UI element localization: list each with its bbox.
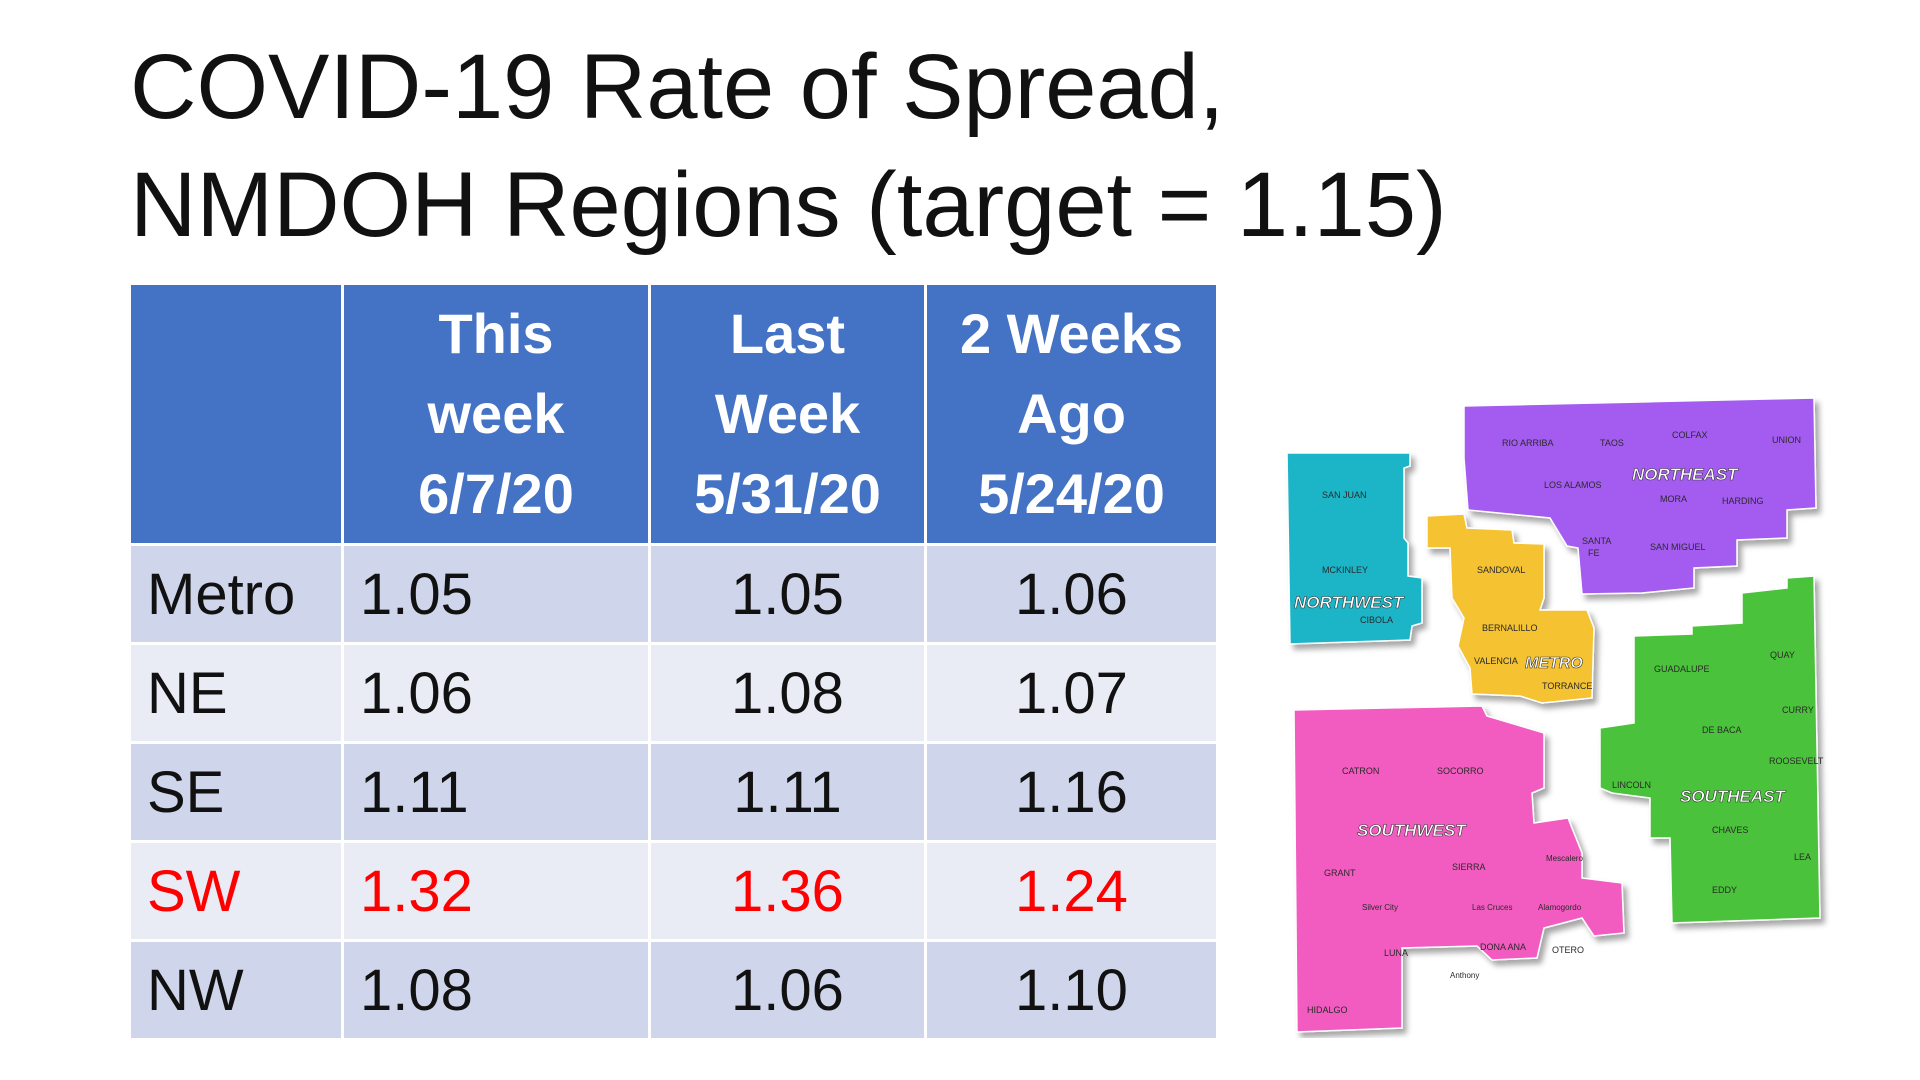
county-label: SAN MIGUEL: [1650, 542, 1706, 552]
this-week-cell: 1.32: [341, 840, 651, 942]
region-label-metro: METRO: [1525, 655, 1583, 672]
county-label: VALENCIA: [1474, 656, 1518, 666]
region-cell: Metro: [128, 543, 344, 645]
county-label: LINCOLN: [1612, 780, 1651, 790]
county-label: UNION: [1772, 435, 1801, 445]
two-weeks-ago-cell: 1.06: [924, 543, 1219, 645]
last-week-cell: 1.06: [648, 939, 927, 1041]
region-northwest-shape: [1286, 452, 1423, 645]
county-label: Mescalero: [1546, 854, 1583, 863]
county-label: DONA ANA: [1480, 942, 1526, 952]
title-line-2: NMDOH Regions (target = 1.15): [130, 154, 1447, 256]
county-label: Alamogordo: [1538, 903, 1582, 912]
table-row: Metro 1.05 1.05 1.06: [128, 543, 1219, 645]
county-label: SAN JUAN: [1322, 490, 1367, 500]
region-label-northwest: NORTHWEST: [1294, 593, 1405, 612]
county-label: ROOSEVELT: [1769, 756, 1824, 766]
county-label: CATRON: [1342, 766, 1379, 776]
this-week-cell: 1.08: [341, 939, 651, 1041]
this-week-cell: 1.11: [341, 741, 651, 843]
table-row: NW 1.08 1.06 1.10: [128, 939, 1219, 1041]
county-label: FE: [1588, 548, 1600, 558]
county-label: LEA: [1794, 852, 1811, 862]
region-cell: SW: [128, 840, 344, 942]
county-label: HARDING: [1722, 496, 1764, 506]
county-label: HIDALGO: [1307, 1005, 1348, 1015]
slide-title: COVID-19 Rate of Spread, NMDOH Regions (…: [130, 28, 1630, 264]
region-label-northeast: NORTHEAST: [1632, 465, 1739, 484]
county-label: CIBOLA: [1360, 615, 1393, 625]
last-week-cell: 1.36: [648, 840, 927, 942]
table-row: SE 1.11 1.11 1.16: [128, 741, 1219, 843]
region-cell: NW: [128, 939, 344, 1041]
two-weeks-ago-cell: 1.10: [924, 939, 1219, 1041]
county-label: CHAVES: [1712, 825, 1748, 835]
header-two-weeks-ago: 2 Weeks Ago 5/24/20: [924, 282, 1219, 546]
region-label-southeast: SOUTHEAST: [1680, 787, 1786, 806]
two-weeks-ago-cell: 1.24: [924, 840, 1219, 942]
county-label: EDDY: [1712, 885, 1737, 895]
county-label: Silver City: [1362, 903, 1398, 912]
region-cell: NE: [128, 642, 344, 744]
region-southeast-shape: [1599, 575, 1821, 924]
map-svg: SAN JUAN MCKINLEY CIBOLA NORTHWEST RIO A…: [1286, 397, 1824, 1033]
county-label: LUNA: [1384, 948, 1408, 958]
two-weeks-ago-cell: 1.07: [924, 642, 1219, 744]
county-label: Las Cruces: [1472, 903, 1512, 912]
header-blank: [128, 282, 344, 546]
county-label: MCKINLEY: [1322, 565, 1368, 575]
region-metro-shape: [1426, 513, 1595, 704]
county-label: OTERO: [1552, 945, 1584, 955]
table-header-row: This week 6/7/20 Last Week 5/31/20 2 Wee…: [128, 282, 1219, 546]
rate-of-spread-table: This week 6/7/20 Last Week 5/31/20 2 Wee…: [128, 282, 1219, 1041]
county-label: BERNALILLO: [1482, 623, 1538, 633]
county-label: SOCORRO: [1437, 766, 1484, 776]
county-label: LOS ALAMOS: [1544, 480, 1602, 490]
header-this-week: This week 6/7/20: [341, 282, 651, 546]
nm-regions-map: SAN JUAN MCKINLEY CIBOLA NORTHWEST RIO A…: [1282, 397, 1842, 1038]
this-week-cell: 1.05: [341, 543, 651, 645]
county-label: SANTA: [1582, 536, 1611, 546]
region-southwest-shape: [1293, 705, 1625, 1033]
county-label: TORRANCE: [1542, 681, 1592, 691]
header-last-week: Last Week 5/31/20: [648, 282, 927, 546]
county-label: CURRY: [1782, 705, 1814, 715]
county-label: QUAY: [1770, 650, 1795, 660]
two-weeks-ago-cell: 1.16: [924, 741, 1219, 843]
county-label: GUADALUPE: [1654, 664, 1710, 674]
county-label: DE BACA: [1702, 725, 1742, 735]
region-label-southwest: SOUTHWEST: [1357, 821, 1467, 840]
this-week-cell: 1.06: [341, 642, 651, 744]
county-label: MORA: [1660, 494, 1687, 504]
title-line-1: COVID-19 Rate of Spread,: [130, 36, 1225, 138]
last-week-cell: 1.08: [648, 642, 927, 744]
county-label: COLFAX: [1672, 430, 1708, 440]
county-label: SIERRA: [1452, 862, 1486, 872]
last-week-cell: 1.11: [648, 741, 927, 843]
county-label: Anthony: [1450, 971, 1479, 980]
last-week-cell: 1.05: [648, 543, 927, 645]
region-cell: SE: [128, 741, 344, 843]
table-row-highlighted: SW 1.32 1.36 1.24: [128, 840, 1219, 942]
table-row: NE 1.06 1.08 1.07: [128, 642, 1219, 744]
county-label: SANDOVAL: [1477, 565, 1525, 575]
county-label: GRANT: [1324, 868, 1356, 878]
region-northeast-shape: [1463, 397, 1817, 595]
county-label: RIO ARRIBA: [1502, 438, 1554, 448]
county-label: TAOS: [1600, 438, 1624, 448]
